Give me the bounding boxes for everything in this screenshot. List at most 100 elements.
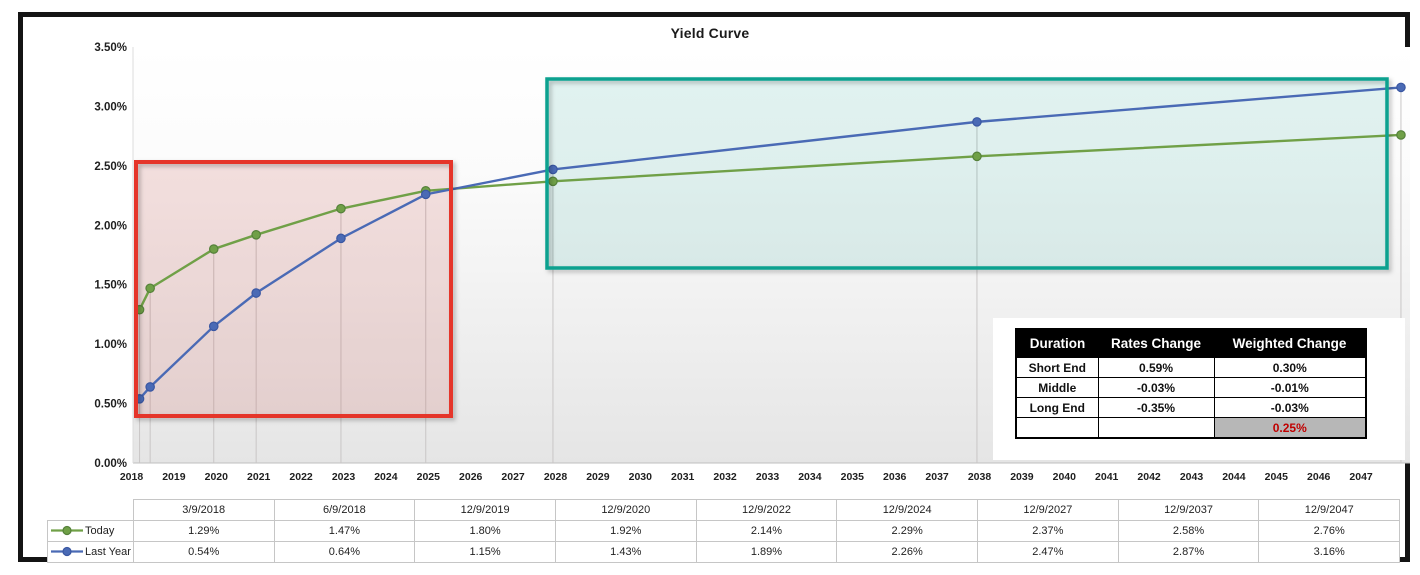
x-tick-label: 2030 [629, 471, 653, 483]
data-point [548, 164, 558, 175]
date-header-cell: 12/9/2022 [695, 499, 838, 521]
x-tick-label: 2041 [1095, 471, 1119, 483]
summary-cell: Short End [1015, 357, 1099, 378]
x-tick-label: 2042 [1137, 471, 1161, 483]
value-cell: 1.43% [554, 541, 697, 563]
x-tick-label: 2020 [205, 471, 229, 483]
x-tick-label: 2047 [1349, 471, 1373, 483]
y-tick-label: 1.50% [94, 280, 127, 292]
x-tick-label: 2043 [1180, 471, 1204, 483]
value-cell: 2.47% [977, 541, 1119, 563]
date-header-cell: 3/9/2018 [132, 499, 275, 521]
x-tick-label: 2035 [841, 471, 865, 483]
summary-cell: -0.03% [1213, 397, 1367, 418]
y-tick-label: 1.00% [94, 339, 127, 351]
series-row-last-year: Last Year 0.54% 0.64% 1.15% 1.43% 1.89% 2.26% 2… [47, 541, 1401, 563]
data-point [972, 151, 982, 162]
y-tick-label: 3.50% [94, 42, 127, 54]
legend-cell: Today [47, 520, 134, 542]
x-tick-label: 2046 [1307, 471, 1331, 483]
summary-header-rates-change: Rates Change [1098, 329, 1214, 358]
data-point [1396, 130, 1406, 140]
summary-cell: -0.01% [1213, 377, 1367, 398]
legend-spacer [47, 499, 134, 521]
x-tick-label: 2039 [1010, 471, 1034, 483]
value-cell: 1.47% [273, 520, 416, 542]
summary-row: Short End 0.59% 0.30% [1015, 357, 1367, 378]
summary-row: Middle -0.03% -0.01% [1015, 377, 1367, 398]
value-cell: 1.29% [132, 520, 275, 542]
date-header-cell: 12/9/2047 [1258, 499, 1401, 521]
x-tick-label: 2045 [1265, 471, 1289, 483]
y-tick-label: 0.50% [94, 399, 127, 411]
summary-cell: Middle [1015, 377, 1099, 398]
summary-row: Long End -0.35% -0.03% [1015, 397, 1367, 418]
x-tick-label: 2032 [713, 471, 737, 483]
data-point [972, 117, 982, 127]
summary-cell: -0.35% [1097, 397, 1215, 418]
x-tick-label: 2023 [332, 471, 356, 483]
value-cell: 1.92% [554, 520, 697, 542]
date-header-cell: 12/9/2037 [1117, 499, 1260, 521]
summary-cell [1015, 417, 1099, 439]
series-name-label: Today [85, 525, 115, 537]
date-header-cell: 12/9/2024 [836, 499, 978, 521]
legend-marker-icon [51, 525, 83, 536]
x-tick-label: 2037 [925, 471, 949, 483]
x-tick-label: 2034 [798, 471, 822, 483]
series-name-label: Last Year [85, 546, 131, 558]
value-cell: 2.14% [695, 520, 838, 542]
legend-cell: Last Year [47, 541, 134, 563]
summary-cell: -0.03% [1097, 377, 1215, 398]
series-data-table: 3/9/2018 6/9/2018 12/9/2019 12/9/2020 12/9/2… [47, 499, 1401, 563]
summary-total-cell: 0.25% [1213, 417, 1367, 439]
legend-marker-icon [51, 546, 83, 557]
summary-cell: Long End [1015, 397, 1099, 418]
x-tick-label: 2024 [374, 471, 398, 483]
x-tick-label: 2025 [417, 471, 441, 483]
value-cell: 0.64% [273, 541, 416, 563]
data-point [420, 189, 431, 200]
x-tick-label: 2028 [544, 471, 568, 483]
summary-header-duration: Duration [1016, 329, 1098, 358]
x-tick-label: 2027 [501, 471, 525, 483]
x-tick-label: 2040 [1053, 471, 1077, 483]
x-tick-label: 2044 [1222, 471, 1246, 483]
x-tick-label: 2019 [162, 471, 186, 483]
x-tick-label: 2022 [289, 471, 313, 483]
chart-title: Yield Curve [670, 25, 750, 41]
data-point [336, 233, 346, 244]
y-tick-label: 2.00% [94, 220, 127, 232]
x-tick-label: 2036 [883, 471, 907, 483]
value-cell: 2.26% [836, 541, 978, 563]
summary-row: 0.25% [1015, 417, 1367, 439]
x-tick-label: 2021 [247, 471, 271, 483]
x-tick-label: 2029 [586, 471, 610, 483]
data-point [145, 283, 155, 294]
value-cell: 2.58% [1117, 520, 1260, 542]
summary-header-weighted-change: Weighted Change [1214, 329, 1366, 358]
data-point [208, 321, 219, 332]
summary-cell [1097, 417, 1215, 439]
value-cell: 2.29% [836, 520, 978, 542]
y-tick-label: 2.50% [94, 161, 127, 173]
data-point [251, 229, 261, 240]
value-cell: 2.87% [1117, 541, 1260, 563]
x-tick-label: 2031 [671, 471, 695, 483]
x-tick-label: 2018 [120, 471, 144, 483]
short-end-highlight-fill [136, 162, 451, 416]
y-tick-label: 3.00% [94, 101, 127, 113]
value-cell: 1.80% [414, 520, 556, 542]
date-header-cell: 12/9/2019 [414, 499, 556, 521]
short-end-highlight-border [134, 160, 453, 418]
series-row-today: Today 1.29% 1.47% 1.80% 1.92% 2.14% 2.29% 2.37%… [47, 520, 1401, 542]
duration-summary-table: Duration Rates Change Weighted Change Sh… [1015, 328, 1367, 439]
value-cell: 3.16% [1258, 541, 1401, 563]
data-point [208, 244, 219, 254]
data-point [145, 382, 155, 392]
x-tick-label: 2033 [756, 471, 780, 483]
summary-panel: Duration Rates Change Weighted Change Sh… [993, 318, 1405, 460]
value-cell: 2.37% [977, 520, 1119, 542]
date-header-row: 3/9/2018 6/9/2018 12/9/2019 12/9/2020 12/9/2… [47, 499, 1401, 521]
